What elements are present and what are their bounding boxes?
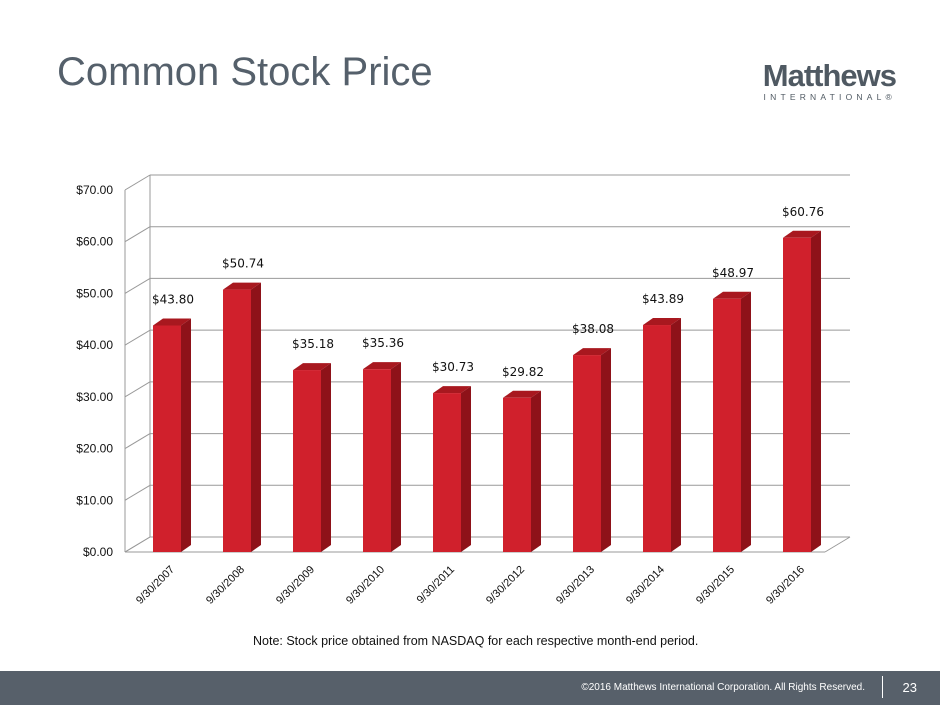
x-tick-label: 9/30/2013 — [554, 564, 597, 607]
bar — [293, 370, 321, 552]
gridline-slant — [124, 329, 151, 346]
source-note: Note: Stock price obtained from NASDAQ f… — [253, 634, 699, 648]
x-tick-label: 9/30/2012 — [484, 564, 527, 607]
logo-subtitle: INTERNATIONAL® — [763, 92, 896, 102]
x-tick-label: 9/30/2008 — [204, 564, 247, 607]
y-tick-label: $30.00 — [76, 390, 113, 404]
x-tick-label: 9/30/2015 — [694, 564, 737, 607]
bar-side — [531, 390, 541, 552]
bar-top — [783, 230, 821, 238]
data-label: $50.74 — [222, 257, 264, 271]
bar-side — [671, 318, 681, 552]
bar — [363, 369, 391, 552]
data-label: $38.08 — [572, 322, 614, 336]
bar-top — [573, 348, 611, 356]
y-tick-label: $10.00 — [76, 493, 113, 507]
gridline-slant — [124, 381, 151, 398]
bar — [433, 393, 461, 552]
page-title: Common Stock Price — [57, 50, 433, 94]
y-tick-label: $0.00 — [83, 545, 113, 559]
copyright-text: ©2016 Matthews International Corporation… — [581, 682, 865, 693]
gridline-slant — [124, 484, 151, 501]
x-tick-label: 9/30/2014 — [624, 564, 667, 607]
data-label: $43.89 — [642, 292, 684, 306]
gridline-slant — [124, 226, 151, 243]
bar-top — [223, 282, 261, 290]
bar-side — [811, 230, 821, 552]
company-logo: Matthews INTERNATIONAL® — [762, 58, 897, 102]
page-number: 23 — [902, 680, 917, 695]
y-tick-label: $70.00 — [76, 183, 113, 197]
bar — [783, 237, 811, 552]
gridline-slant — [124, 433, 151, 450]
bar-side — [321, 363, 331, 552]
bar-side — [391, 362, 401, 552]
bar-top — [643, 318, 681, 326]
data-label: $48.97 — [712, 266, 754, 280]
bar — [573, 355, 601, 552]
bar-side — [741, 291, 751, 552]
x-tick-label: 9/30/2010 — [344, 564, 387, 607]
floor-right-edge — [824, 536, 851, 553]
bar — [713, 298, 741, 552]
bar-top — [433, 386, 471, 394]
x-tick-label: 9/30/2016 — [764, 564, 807, 607]
data-label: $35.36 — [362, 336, 404, 350]
gridline-slant — [124, 174, 151, 191]
data-label: $35.18 — [292, 337, 334, 351]
gridline-slant — [124, 536, 151, 553]
x-tick-label: 9/30/2011 — [415, 564, 458, 607]
logo-wordmark: Matthews — [762, 58, 897, 93]
bar — [643, 325, 671, 552]
y-tick-label: $20.00 — [76, 442, 113, 456]
data-label: $30.73 — [432, 360, 474, 374]
bar-side — [251, 282, 261, 552]
gridline-slant — [124, 277, 151, 294]
data-label: $60.76 — [782, 205, 824, 219]
data-label: $29.82 — [502, 365, 544, 379]
y-tick-label: $40.00 — [76, 338, 113, 352]
bar — [503, 397, 531, 552]
bar — [223, 289, 251, 552]
y-tick-label: $50.00 — [76, 286, 113, 300]
stock-price-chart: $0.00 $10.00 $20.00 $30.00 $40.00 $50.00 $60.0… — [76, 174, 851, 607]
bar-side — [601, 348, 611, 552]
footer-divider — [882, 676, 883, 698]
bar-side — [461, 386, 471, 552]
x-tick-label: 9/30/2009 — [274, 564, 317, 607]
bar-top — [293, 363, 331, 371]
y-tick-label: $60.00 — [76, 235, 113, 249]
bar-top — [713, 291, 751, 299]
bar-top — [503, 390, 541, 398]
footer-bar: ©2016 Matthews International Corporation… — [0, 671, 940, 705]
bar-top — [153, 318, 191, 326]
bar-top — [363, 362, 401, 370]
bar-side — [181, 318, 191, 552]
bar — [153, 325, 181, 552]
x-tick-label: 9/30/2007 — [134, 564, 177, 607]
data-label: $43.80 — [152, 292, 194, 306]
